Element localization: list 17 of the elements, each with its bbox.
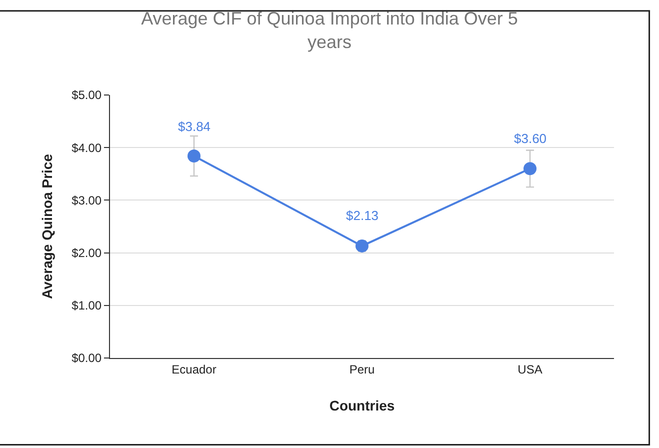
y-tick-label: $3.00	[72, 193, 102, 208]
y-tick-label: $0.00	[72, 351, 102, 366]
x-axis-title: Countries	[329, 398, 395, 414]
y-tick-label: $2.00	[72, 246, 102, 260]
y-tick-label: $1.00	[72, 298, 102, 313]
data-label: $3.60	[514, 131, 547, 146]
point	[524, 162, 536, 176]
y-axis-title: Average Quinoa Price	[39, 154, 56, 299]
x-tick-label: Ecuador	[172, 362, 216, 376]
data-label: $3.84	[178, 119, 211, 134]
chart-title: Average CIF of Quinoa Import into India Over 5 years	[141, 8, 518, 52]
x-tick-label: USA	[518, 362, 542, 376]
data-label: $2.13	[346, 208, 379, 223]
point	[188, 150, 200, 163]
x-tick-label: Peru	[349, 362, 375, 376]
y-tick-label: $5.00	[72, 88, 102, 102]
y-tick-label: $4.00	[72, 140, 102, 155]
